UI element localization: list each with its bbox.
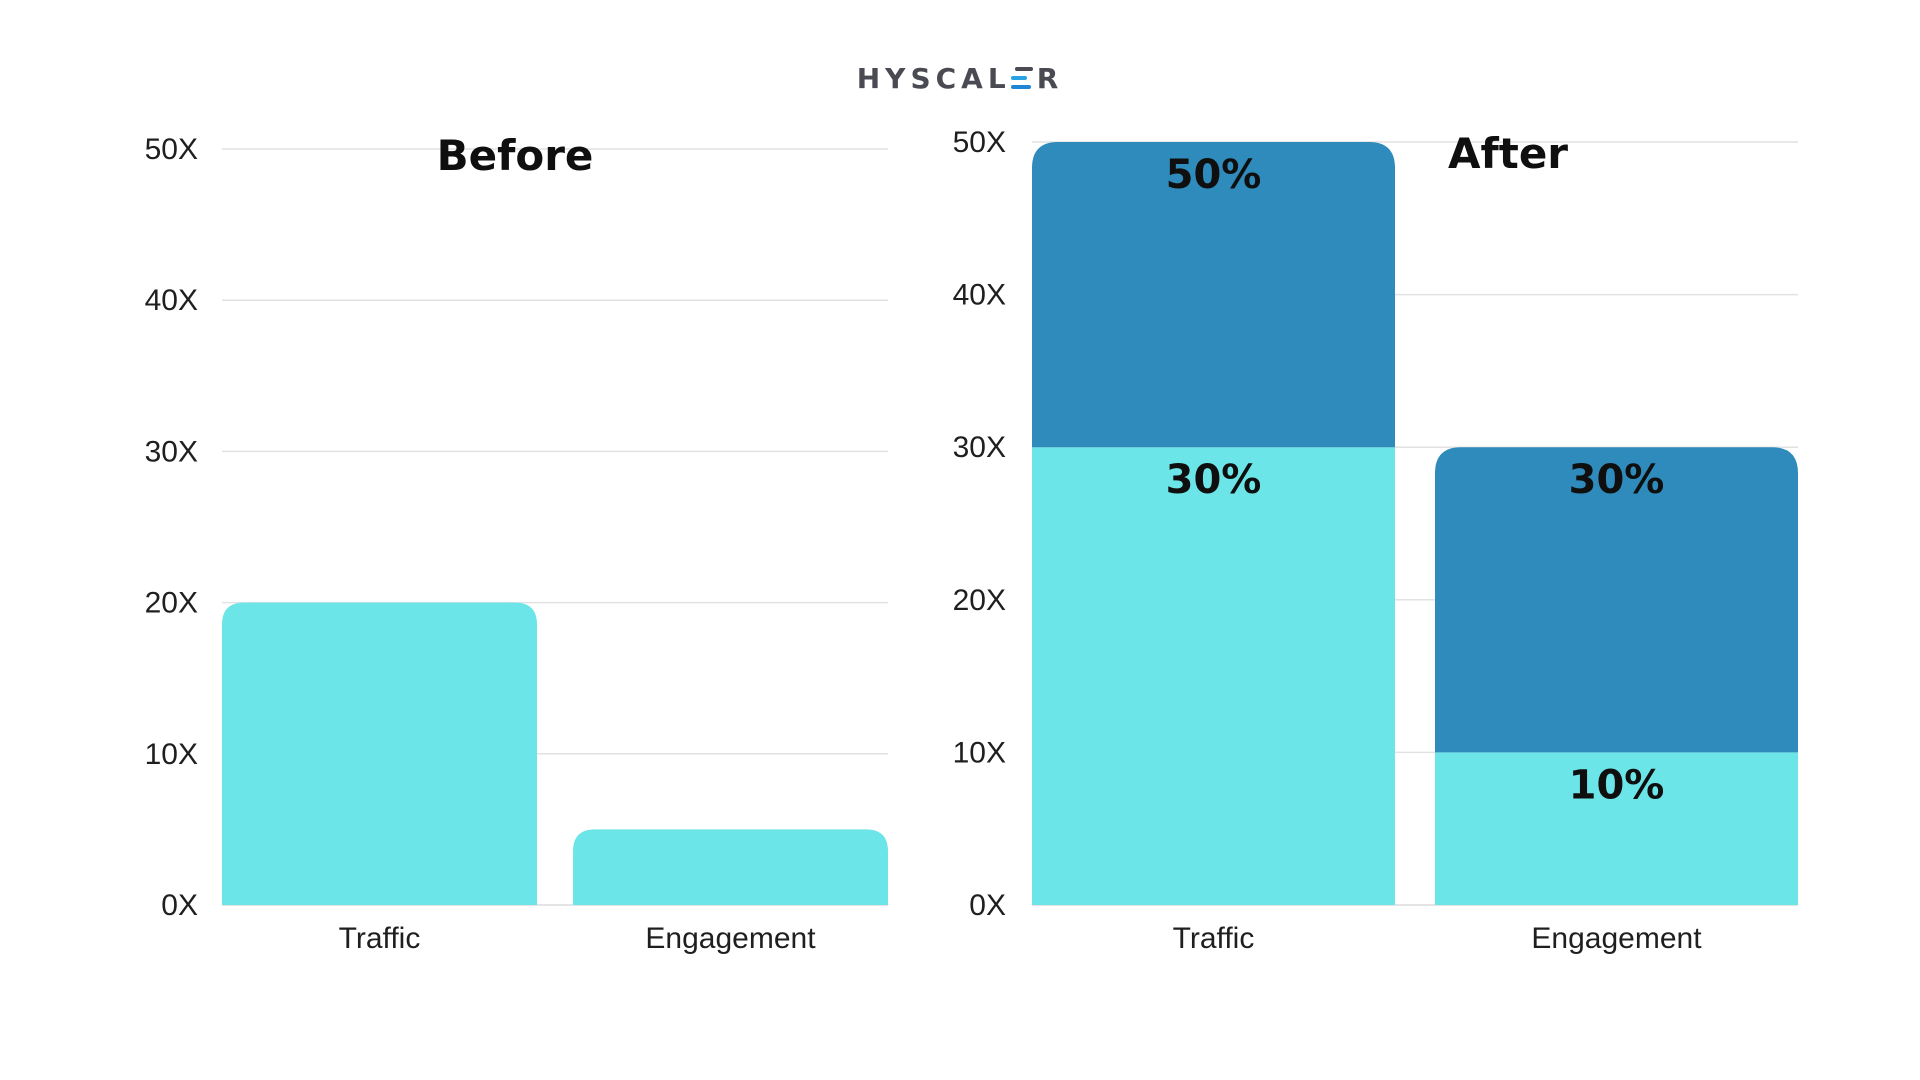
y-tick-label: 40X: [953, 279, 1006, 312]
y-tick-label: 30X: [145, 435, 198, 468]
bar-traffic-segment-0: [222, 602, 537, 905]
logo-text-start: HYSCAL: [856, 62, 1011, 95]
data-label: 30%: [1569, 457, 1665, 503]
y-tick-label: 50X: [145, 133, 198, 166]
y-tick-label: 40X: [145, 284, 198, 317]
category-label: Engagement: [1531, 922, 1702, 955]
data-label: 10%: [1569, 762, 1665, 808]
y-tick-label: 0X: [161, 889, 198, 922]
y-tick-label: 20X: [145, 587, 198, 620]
bar-engagement-segment-1: [1435, 447, 1798, 753]
y-tick-label: 10X: [145, 738, 198, 771]
y-tick-label: 10X: [953, 736, 1006, 769]
bar-engagement-segment-0: [1435, 752, 1798, 905]
before-chart: 0X 10X 20X 30X 40X 50X Traffic Engagement Before: [145, 131, 888, 955]
category-label: Engagement: [645, 922, 816, 955]
bar-traffic-segment-0: [1032, 447, 1395, 905]
y-tick-label: 20X: [953, 584, 1006, 617]
logo-stripes-icon: [1010, 67, 1033, 89]
brand-logo: HYSCAL R: [0, 62, 1920, 95]
category-label: Traffic: [339, 922, 421, 955]
chart-title: After: [1448, 129, 1568, 178]
bar-traffic-segment-1: [1032, 142, 1395, 448]
y-tick-label: 30X: [953, 431, 1006, 464]
logo-text-end: R: [1036, 62, 1064, 95]
y-tick-label: 0X: [969, 889, 1006, 922]
data-label: 30%: [1166, 457, 1262, 503]
chart-title: Before: [437, 131, 594, 180]
bar-engagement-segment-0: [573, 829, 888, 905]
category-label: Traffic: [1173, 922, 1255, 955]
after-chart: 0X 10X 20X 30X 40X 50X 30% 10% 50% 30% Traffic Enga…: [953, 126, 1798, 955]
y-tick-label: 50X: [953, 126, 1006, 159]
data-label: 50%: [1166, 152, 1262, 198]
